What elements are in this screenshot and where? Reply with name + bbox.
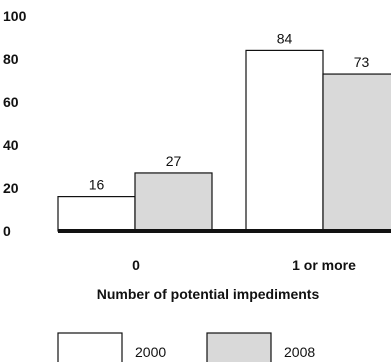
data-label: 73 — [354, 54, 370, 70]
bar — [245, 49, 324, 232]
bar — [322, 73, 391, 232]
legend-swatch — [57, 332, 123, 362]
y-tick-label: 20 — [3, 180, 19, 196]
x-axis-category-labels: 0 1 or more — [132, 257, 356, 273]
bars — [57, 49, 391, 232]
y-axis-ticks: 0 20 40 60 80 100 — [3, 8, 27, 239]
y-tick-label: 100 — [3, 8, 27, 24]
y-tick-label: 0 — [3, 223, 11, 239]
legend: 2000 2008 — [57, 332, 315, 362]
data-label: 84 — [277, 30, 293, 46]
legend-label: 2000 — [135, 344, 166, 360]
y-tick-label: 60 — [3, 94, 19, 110]
bar — [57, 196, 136, 232]
data-labels: 16 27 84 73 — [89, 30, 370, 192]
legend-label: 2008 — [284, 344, 315, 360]
y-tick-label: 80 — [3, 51, 19, 67]
bar — [134, 172, 213, 232]
x-category-label: 1 or more — [292, 257, 356, 273]
data-label: 16 — [89, 177, 105, 193]
x-category-label: 0 — [132, 257, 140, 273]
x-axis-label: Number of potential impediments — [97, 286, 320, 302]
data-label: 27 — [166, 153, 182, 169]
y-tick-label: 40 — [3, 137, 19, 153]
legend-swatch — [206, 332, 272, 362]
